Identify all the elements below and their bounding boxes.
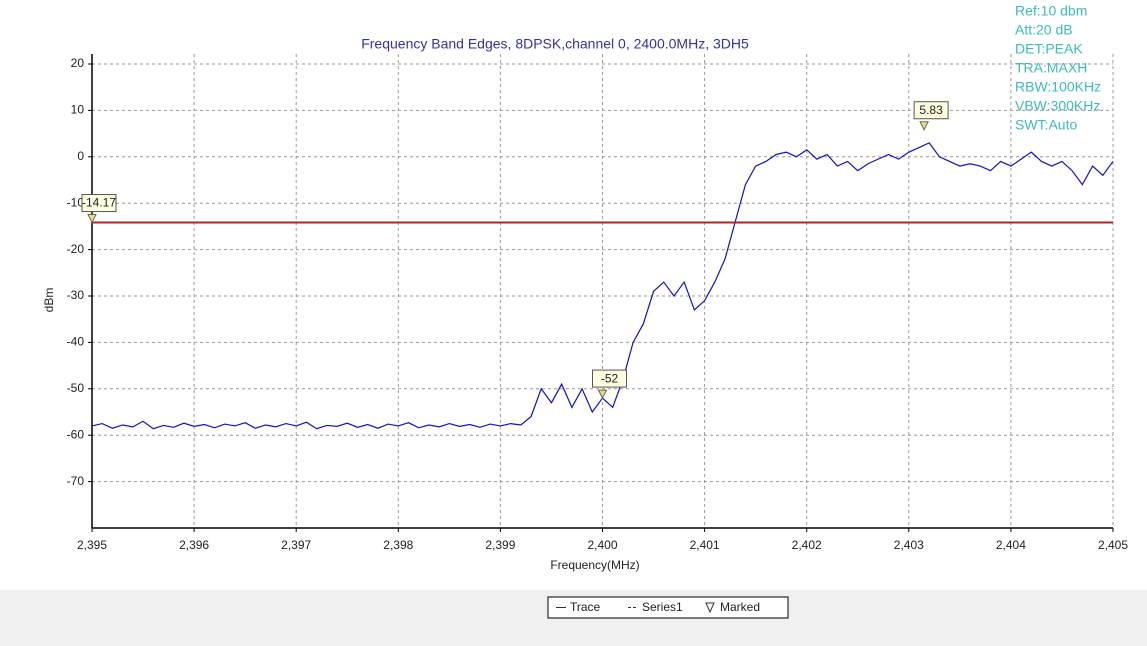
y-tick-label: 10: [71, 103, 85, 117]
x-tick-label: 2,402: [792, 538, 822, 552]
y-tick-label: 0: [77, 149, 84, 163]
x-tick-label: 2,401: [690, 538, 720, 552]
marker-label-box: [592, 369, 627, 388]
y-tick-label: -20: [67, 242, 85, 256]
legend-label: Trace: [570, 600, 601, 614]
y-tick-label: -70: [67, 474, 85, 488]
info-text: VBW:300KHz: [1015, 98, 1100, 114]
x-axis-label: Frequency(MHz): [550, 558, 639, 572]
x-tick-label: 2,404: [996, 538, 1026, 552]
legend-label: Series1: [642, 600, 683, 614]
marker: [597, 389, 608, 400]
marker: [919, 121, 929, 131]
info-text: Ref:10 dbm: [1015, 3, 1087, 19]
y-tick-label: 20: [71, 56, 85, 70]
marker-label: 5.83: [919, 103, 943, 117]
y-axis-label: dBm: [42, 288, 56, 313]
legend-label: Marked: [720, 600, 760, 614]
x-tick-label: 2,398: [383, 538, 413, 552]
y-tick-label: -50: [67, 381, 85, 395]
x-tick-label: 2,399: [485, 538, 515, 552]
x-tick-label: 2,403: [894, 538, 924, 552]
marker-label-box: [81, 194, 117, 213]
x-tick-label: 2,395: [77, 538, 107, 552]
x-tick-label: 2,405: [1098, 538, 1128, 552]
marker: [87, 214, 97, 224]
marker-label-box: [913, 101, 949, 120]
chart-title: Frequency Band Edges, 8DPSK,channel 0, 2…: [361, 36, 749, 52]
y-tick-label: -60: [67, 427, 85, 441]
x-tick-label: 2,400: [587, 538, 617, 552]
info-text: SWT:Auto: [1015, 117, 1077, 133]
x-tick-label: 2,397: [281, 538, 311, 552]
legend-box: [547, 596, 789, 619]
info-text: Att:20 dB: [1015, 22, 1073, 38]
info-text: TRA:MAXH: [1015, 60, 1087, 76]
x-tick-label: 2,396: [179, 538, 209, 552]
legend-symbol: [705, 602, 715, 614]
y-tick-label: -30: [67, 288, 85, 302]
chart-background: [0, 0, 1147, 590]
marker-label: -52: [601, 371, 619, 385]
info-text: DET:PEAK: [1015, 41, 1083, 57]
info-text: RBW:100KHz: [1015, 79, 1101, 95]
marker-label: -14.17: [82, 196, 116, 210]
y-tick-label: -40: [67, 335, 85, 349]
y-tick-label: -10: [67, 195, 85, 209]
